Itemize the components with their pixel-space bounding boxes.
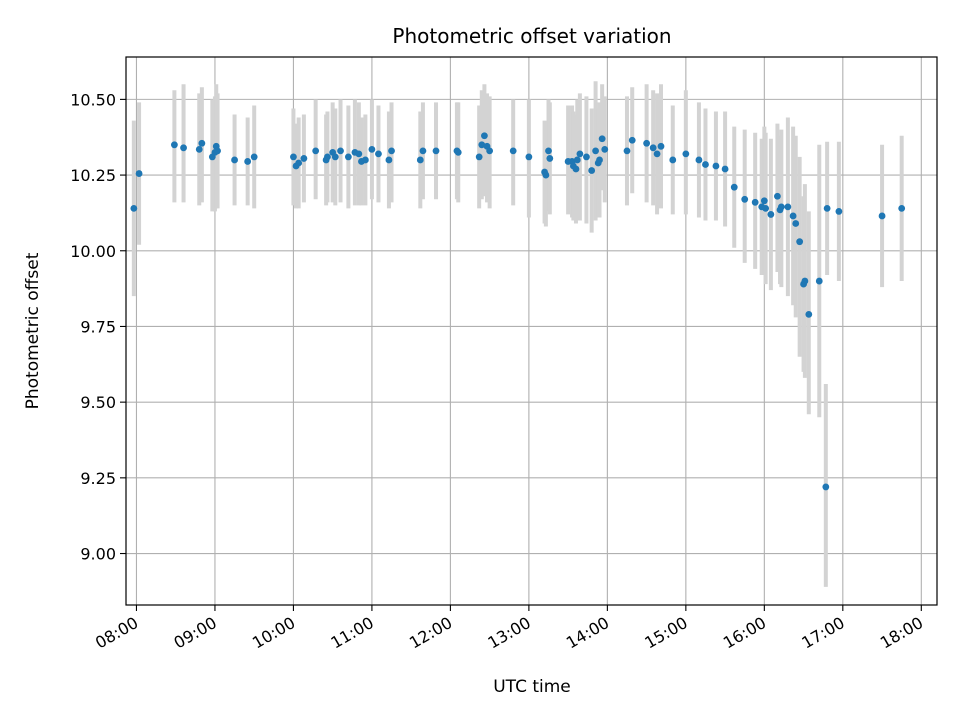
data-point — [777, 203, 785, 211]
data-point — [792, 220, 800, 227]
data-point — [657, 142, 665, 150]
data-point — [878, 212, 886, 220]
data-point — [741, 195, 749, 203]
data-point — [355, 150, 363, 158]
data-point — [416, 156, 424, 164]
data-point — [509, 147, 517, 155]
data-point — [135, 170, 143, 177]
data-point — [198, 139, 206, 147]
data-point — [623, 147, 631, 155]
data-point — [898, 204, 906, 212]
data-point — [760, 197, 768, 205]
y-tick-label: 9.00 — [80, 545, 116, 564]
data-point — [170, 141, 178, 149]
data-point — [375, 150, 382, 158]
data-point — [835, 208, 843, 215]
data-point — [730, 183, 738, 191]
x-axis-label: UTC time — [493, 677, 571, 697]
data-point — [475, 153, 483, 161]
data-point — [721, 165, 729, 173]
data-point — [762, 204, 770, 212]
data-point — [796, 238, 804, 246]
data-point — [576, 150, 584, 158]
data-point — [583, 153, 590, 161]
data-point — [712, 162, 720, 170]
data-point — [751, 198, 759, 206]
data-point — [628, 136, 636, 144]
data-point — [822, 483, 830, 491]
data-point — [130, 204, 138, 212]
data-point — [601, 145, 609, 153]
data-point — [669, 156, 677, 164]
y-tick-label: 10.50 — [70, 90, 116, 109]
data-point — [300, 155, 308, 162]
data-point — [385, 156, 393, 164]
data-point — [774, 192, 781, 200]
data-point — [454, 148, 462, 156]
y-tick-label: 10.00 — [70, 242, 116, 261]
data-point — [331, 153, 339, 161]
plot-frame — [125, 56, 938, 606]
data-point — [643, 139, 651, 147]
data-point — [805, 310, 813, 318]
data-point — [546, 155, 554, 162]
data-point — [789, 212, 797, 220]
data-point — [337, 147, 344, 155]
y-tick-label: 9.75 — [80, 317, 116, 336]
data-point — [542, 171, 550, 179]
data-point — [486, 147, 494, 155]
data-point — [214, 147, 221, 155]
data-point — [244, 158, 252, 165]
y-tick-label: 9.50 — [80, 393, 116, 412]
data-point — [290, 153, 297, 161]
data-point — [592, 147, 599, 155]
data-point — [573, 156, 581, 164]
data-point — [588, 167, 596, 174]
data-point — [250, 153, 258, 161]
data-point — [195, 145, 203, 153]
y-axis-label: Photometric offset — [23, 252, 43, 409]
data-point — [432, 147, 440, 155]
data-point — [815, 277, 823, 285]
data-point — [682, 150, 690, 158]
data-point — [312, 147, 320, 155]
data-point — [344, 153, 352, 161]
data-point — [598, 135, 606, 143]
data-point — [801, 277, 809, 285]
data-point — [596, 156, 603, 164]
data-point — [481, 132, 488, 140]
data-point — [572, 165, 580, 173]
y-tick-label: 10.25 — [70, 166, 116, 185]
data-point — [784, 203, 792, 211]
data-point — [653, 150, 661, 158]
data-point — [180, 144, 187, 152]
data-point — [295, 159, 303, 167]
data-point — [525, 153, 533, 161]
data-point — [649, 144, 657, 152]
data-point — [419, 147, 427, 155]
data-point — [478, 141, 486, 149]
y-axis: 9.00 9.25 9.50 9.75 10.00 10.25 10.50 — [70, 90, 126, 564]
data-point — [702, 161, 709, 168]
data-point — [231, 156, 238, 164]
data-point — [324, 153, 331, 161]
data-point — [767, 211, 775, 218]
data-point — [388, 147, 395, 155]
y-tick-label: 9.25 — [80, 469, 116, 488]
data-point — [368, 145, 376, 153]
data-point — [545, 147, 552, 155]
data-point — [695, 156, 703, 164]
data-point — [823, 204, 831, 212]
data-point — [361, 156, 369, 164]
data-points — [130, 132, 906, 491]
chart-title: Photometric offset variation — [392, 24, 671, 48]
